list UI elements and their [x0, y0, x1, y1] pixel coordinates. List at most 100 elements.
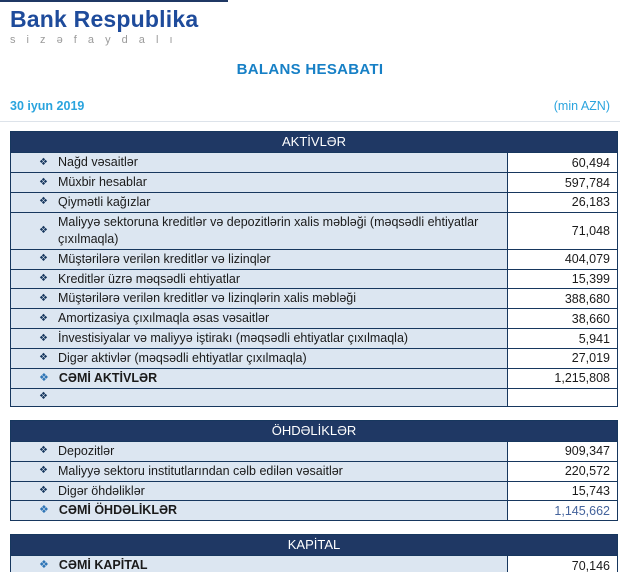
table-body: ❖ Nağd vəsaitlər 60,494 ❖ Müxbir hesablar 597…	[11, 152, 617, 406]
diamond-bullet-icon: ❖	[39, 176, 48, 188]
diamond-bullet-icon: ❖	[39, 504, 49, 517]
row-label: Kreditlər üzrə məqsədli ehtiyatlar	[57, 271, 240, 286]
row-label-cell: ❖ Müxbir hesablar	[11, 173, 507, 193]
row-label: Müxbir hesablar	[57, 175, 147, 190]
currency-unit: (min AZN)	[553, 99, 610, 114]
table-row: ❖ Müştərilərə verilən kreditlər və lizinq…	[11, 248, 617, 269]
row-label-cell: ❖ Maliyyə sektoru institutlarından cəlb e…	[11, 461, 507, 481]
table-row: ❖ Müştərilərə verilən kreditlər və lizinq…	[11, 288, 617, 309]
table-row: ❖ CƏMİ AKTİVLƏR 1,215,808	[11, 367, 617, 388]
row-value: 220,572	[507, 461, 617, 481]
row-value: 388,680	[507, 289, 617, 309]
diamond-bullet-icon: ❖	[39, 484, 48, 496]
table-row: ❖ Digər öhdəliklər 15,743	[11, 480, 617, 501]
bank-tagline: s i z ə f a y d a l ı	[10, 34, 177, 47]
row-label-cell: ❖ Nağd vəsaitlər	[11, 153, 507, 173]
row-value: 909,347	[507, 441, 617, 461]
liabilities-table: ÖHDƏLİKLƏR ❖ Depozitlər 909,347 ❖ Maliyyə se…	[10, 419, 618, 522]
diamond-bullet-icon: ❖	[39, 156, 48, 168]
capital-table: KAPİTAL ❖ CƏMİ KAPİTAL 70,146	[10, 534, 618, 572]
row-label: Maliyyə sektoruna kreditlər və depozitlə…	[57, 214, 479, 246]
row-label-cell: ❖ Müştərilərə verilən kreditlər və lizinq…	[11, 249, 507, 269]
row-label-cell: ❖ Depozitlər	[11, 441, 507, 461]
bank-name: Bank Respublika	[10, 6, 199, 32]
row-label: İnvestisiyalar və maliyyə iştirakı (məqs…	[57, 331, 409, 346]
row-value: 15,743	[507, 481, 617, 501]
row-value: 15,399	[507, 269, 617, 289]
table-row: ❖ Nağd vəsaitlər 60,494	[11, 152, 617, 173]
row-label-cell: ❖ CƏMİ KAPİTAL	[11, 556, 507, 572]
section-header: KAPİTAL	[11, 535, 617, 556]
row-label: Müştərilərə verilən kreditlər və lizinql…	[57, 251, 271, 266]
row-label: Amortizasiya çıxılmaqla əsas vəsaitlər	[57, 311, 270, 326]
diamond-bullet-icon: ❖	[39, 224, 48, 236]
row-value: 27,019	[507, 349, 617, 368]
table-row: ❖ Maliyyə sektoruna kreditlər və depozitl…	[11, 211, 617, 249]
assets-table: AKTİVLƏR ❖ Nağd vəsaitlər 60,494 ❖ Müxbir he…	[10, 131, 618, 407]
row-value: 70,146	[507, 556, 617, 572]
diamond-bullet-icon: ❖	[39, 465, 48, 477]
table-row: ❖	[11, 387, 617, 406]
row-label: Müştərilərə verilən kreditlər və lizinql…	[57, 291, 356, 306]
bank-logo: Bank Respublika s i z ə f a y d a l ı	[10, 6, 620, 47]
table-row: ❖ Maliyyə sektoru institutlarından cəlb e…	[11, 460, 617, 481]
table-row: ❖ İnvestisiyalar və maliyyə iştirakı (məq…	[11, 328, 617, 349]
diamond-bullet-icon: ❖	[39, 292, 48, 304]
row-value: 38,660	[507, 309, 617, 329]
row-value: 60,494	[507, 153, 617, 173]
diamond-bullet-icon: ❖	[39, 371, 49, 384]
table-row: ❖ CƏMİ KAPİTAL 70,146	[11, 555, 617, 572]
row-value: 1,215,808	[507, 368, 617, 388]
diamond-bullet-icon: ❖	[39, 391, 48, 403]
top-accent-bar	[0, 0, 228, 2]
table-row: ❖ Qiymətli kağızlar 26,183	[11, 192, 617, 212]
row-label-cell: ❖ Digər öhdəliklər	[11, 481, 507, 501]
row-label: Maliyyə sektoru institutlarından cəlb ed…	[57, 463, 343, 478]
row-value: 26,183	[507, 193, 617, 212]
diamond-bullet-icon: ❖	[39, 196, 48, 208]
diamond-bullet-icon: ❖	[39, 253, 48, 265]
row-value: 597,784	[507, 173, 617, 193]
row-label-cell: ❖ CƏMİ AKTİVLƏR	[11, 368, 507, 388]
row-label-cell: ❖	[11, 388, 507, 406]
meta-row: 30 iyun 2019 (min AZN)	[10, 99, 610, 113]
section-header: AKTİVLƏR	[11, 132, 617, 153]
row-label: Digər aktivlər (məqsədli ehtiyatlar çıxı…	[57, 351, 307, 366]
row-label-cell: ❖ CƏMİ ÖHDƏLİKLƏR	[11, 501, 507, 521]
row-label: Nağd vəsaitlər	[57, 155, 138, 170]
diamond-bullet-icon: ❖	[39, 332, 48, 344]
table-row: ❖ Müxbir hesablar 597,784	[11, 172, 617, 193]
table-row: ❖ Amortizasiya çıxılmaqla əsas vəsaitlər 3…	[11, 308, 617, 329]
diamond-bullet-icon: ❖	[39, 312, 48, 324]
row-label-cell: ❖ Amortizasiya çıxılmaqla əsas vəsaitlər	[11, 309, 507, 329]
row-value: 1,145,662	[507, 501, 617, 521]
diamond-bullet-icon: ❖	[39, 559, 49, 572]
row-label: CƏMİ ÖHDƏLİKLƏR	[58, 503, 178, 518]
divider	[0, 121, 620, 123]
table-row: ❖ CƏMİ ÖHDƏLİKLƏR 1,145,662	[11, 500, 617, 521]
diamond-bullet-icon: ❖	[39, 445, 48, 457]
tables-area: AKTİVLƏR ❖ Nağd vəsaitlər 60,494 ❖ Müxbir he…	[10, 131, 618, 572]
table-body: ❖ CƏMİ KAPİTAL 70,146	[11, 555, 617, 572]
row-value: 5,941	[507, 329, 617, 349]
table-row: ❖ Digər aktivlər (məqsədli ehtiyatlar çıx…	[11, 348, 617, 368]
section-header: ÖHDƏLİKLƏR	[11, 420, 617, 441]
row-label-cell: ❖ Digər aktivlər (məqsədli ehtiyatlar çıx…	[11, 349, 507, 368]
table-row: ❖ Kreditlər üzrə məqsədli ehtiyatlar 15,39…	[11, 268, 617, 289]
row-value: 71,048	[507, 212, 617, 249]
row-label: CƏMİ AKTİVLƏR	[58, 370, 158, 385]
row-label: CƏMİ KAPİTAL	[58, 558, 148, 572]
row-label: Qiymətli kağızlar	[57, 195, 151, 210]
row-value	[507, 388, 617, 406]
table-body: ❖ Depozitlər 909,347 ❖ Maliyyə sektoru insti…	[11, 440, 617, 521]
row-label-cell: ❖ Maliyyə sektoruna kreditlər və depozitl…	[11, 212, 507, 249]
row-label: Depozitlər	[57, 443, 115, 458]
row-label-cell: ❖ Müştərilərə verilən kreditlər və lizinq…	[11, 289, 507, 309]
row-value: 404,079	[507, 249, 617, 269]
page-title: BALANS HESABATI	[236, 61, 384, 79]
diamond-bullet-icon: ❖	[39, 352, 48, 364]
table-row: ❖ Depozitlər 909,347	[11, 440, 617, 461]
diamond-bullet-icon: ❖	[39, 272, 48, 284]
row-label-cell: ❖ Kreditlər üzrə məqsədli ehtiyatlar	[11, 269, 507, 289]
